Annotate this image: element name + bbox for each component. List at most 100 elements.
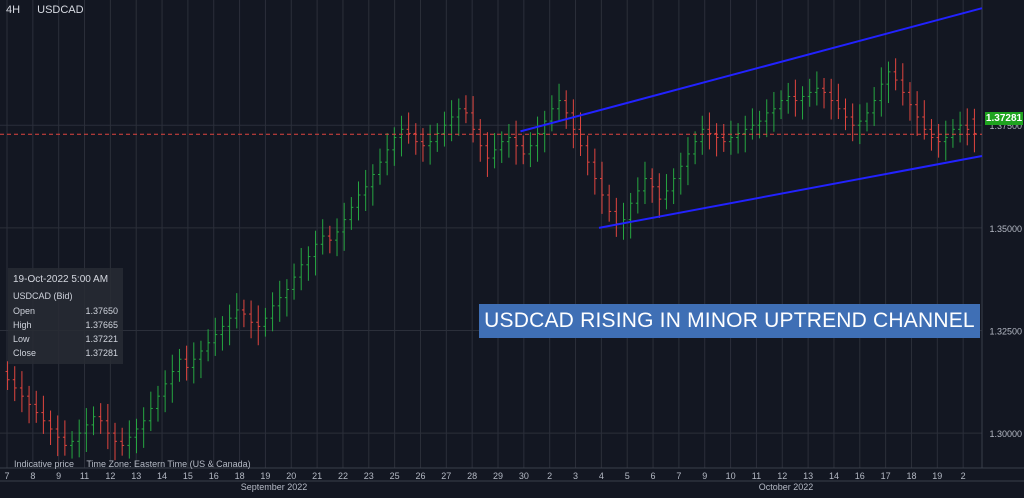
ohlc-bar[interactable] — [829, 78, 834, 120]
ohlc-bar[interactable] — [134, 418, 139, 454]
ohlc-bar[interactable] — [12, 366, 17, 402]
ohlc-bar[interactable] — [420, 128, 425, 162]
timeframe-label[interactable]: 4H — [6, 4, 21, 16]
ohlc-bar[interactable] — [456, 98, 461, 136]
ohlc-bar[interactable] — [105, 403, 110, 450]
ohlc-bar[interactable] — [635, 177, 640, 214]
ohlc-bar[interactable] — [263, 307, 268, 337]
ohlc-bar[interactable] — [521, 135, 526, 165]
ohlc-bar[interactable] — [170, 354, 175, 403]
ohlc-bar[interactable] — [98, 403, 103, 434]
ohlc-bar[interactable] — [886, 61, 891, 104]
ohlc-bar[interactable] — [284, 279, 289, 317]
ohlc-bar[interactable] — [628, 192, 633, 239]
ohlc-bar[interactable] — [900, 63, 905, 106]
ohlc-bar[interactable] — [428, 124, 433, 165]
ohlc-bar[interactable] — [907, 82, 912, 121]
ohlc-bar[interactable] — [600, 161, 605, 214]
ohlc-bar[interactable] — [249, 300, 254, 339]
ohlc-bar[interactable] — [700, 115, 705, 155]
ohlc-bar[interactable] — [657, 173, 662, 218]
ohlc-bar[interactable] — [592, 148, 597, 195]
ohlc-bar[interactable] — [800, 86, 805, 120]
ohlc-bar[interactable] — [965, 108, 970, 146]
ohlc-bar[interactable] — [463, 95, 468, 124]
ohlc-bar[interactable] — [198, 340, 203, 379]
ohlc-bar[interactable] — [292, 263, 297, 300]
ohlc-bar[interactable] — [671, 168, 676, 205]
ohlc-bar[interactable] — [320, 219, 325, 255]
ohlc-bar[interactable] — [256, 305, 261, 346]
ohlc-bar[interactable] — [442, 111, 447, 147]
ohlc-bar[interactable] — [127, 420, 132, 459]
ohlc-bar[interactable] — [306, 246, 311, 281]
ohlc-bar[interactable] — [793, 79, 798, 117]
ohlc-bar[interactable] — [972, 108, 977, 153]
ohlc-bar[interactable] — [478, 119, 483, 162]
ohlc-bar[interactable] — [492, 133, 497, 169]
ohlc-bar[interactable] — [120, 427, 125, 456]
symbol-label[interactable]: USDCAD — [37, 4, 84, 16]
ohlc-bar[interactable] — [786, 82, 791, 114]
ohlc-bar[interactable] — [872, 87, 877, 127]
ohlc-bar[interactable] — [857, 104, 862, 145]
ohlc-bar[interactable] — [528, 132, 533, 168]
ohlc-bar[interactable] — [549, 95, 554, 132]
ohlc-bar[interactable] — [70, 431, 75, 459]
ohlc-bar[interactable] — [915, 91, 920, 136]
ohlc-bar[interactable] — [449, 100, 454, 142]
ohlc-bar[interactable] — [664, 174, 669, 210]
ohlc-bar[interactable] — [685, 137, 690, 186]
ohlc-bar[interactable] — [714, 123, 719, 157]
ohlc-bar[interactable] — [728, 120, 733, 155]
ohlc-bar[interactable] — [91, 406, 96, 436]
ohlc-bar[interactable] — [621, 202, 626, 240]
ohlc-bar[interactable] — [779, 90, 784, 120]
ohlc-bar[interactable] — [163, 370, 168, 413]
ohlc-bar[interactable] — [929, 119, 934, 151]
ohlc-bar[interactable] — [693, 131, 698, 165]
ohlc-bar[interactable] — [564, 90, 569, 129]
ohlc-bar[interactable] — [721, 123, 726, 152]
ohlc-bar[interactable] — [299, 247, 304, 291]
ohlc-bar[interactable] — [936, 123, 941, 158]
ohlc-bar[interactable] — [836, 83, 841, 120]
ohlc-bar[interactable] — [542, 110, 547, 153]
ohlc-bar[interactable] — [313, 230, 318, 276]
ohlc-bar[interactable] — [277, 280, 282, 322]
ohlc-bar[interactable] — [707, 112, 712, 150]
ohlc-bar[interactable] — [241, 299, 246, 328]
ohlc-bar[interactable] — [48, 410, 53, 446]
ohlc-bar[interactable] — [34, 390, 39, 423]
ohlc-bar[interactable] — [206, 329, 211, 362]
ohlc-bar[interactable] — [750, 108, 755, 140]
ohlc-bar[interactable] — [220, 316, 225, 351]
ohlc-bar[interactable] — [771, 91, 776, 132]
ohlc-bar[interactable] — [234, 293, 239, 329]
ohlc-bar[interactable] — [349, 197, 354, 230]
ohlc-bar[interactable] — [327, 225, 332, 254]
ohlc-bar[interactable] — [578, 112, 583, 156]
ohlc-bar[interactable] — [864, 102, 869, 132]
ohlc-bar[interactable] — [943, 120, 948, 161]
ohlc-bar[interactable] — [843, 98, 848, 131]
ohlc-bar[interactable] — [77, 419, 82, 458]
ohlc-bar[interactable] — [270, 292, 275, 332]
ohlc-bar[interactable] — [807, 78, 812, 107]
ohlc-bar[interactable] — [148, 391, 153, 432]
ohlc-bar[interactable] — [392, 127, 397, 166]
ohlc-bar[interactable] — [736, 123, 741, 154]
ohlc-bar[interactable] — [141, 407, 146, 448]
ohlc-bar[interactable] — [614, 197, 619, 237]
ohlc-bar[interactable] — [356, 181, 361, 221]
ohlc-bar[interactable] — [335, 218, 340, 257]
ohlc-bar[interactable] — [385, 133, 390, 176]
ohlc-bar[interactable] — [55, 415, 60, 457]
ohlc-bar[interactable] — [413, 123, 418, 155]
ohlc-bar[interactable] — [227, 304, 232, 346]
ohlc-bar[interactable] — [922, 100, 927, 140]
ohlc-bar[interactable] — [62, 420, 67, 456]
ohlc-bar[interactable] — [485, 132, 490, 177]
ohlc-bar[interactable] — [27, 385, 32, 424]
